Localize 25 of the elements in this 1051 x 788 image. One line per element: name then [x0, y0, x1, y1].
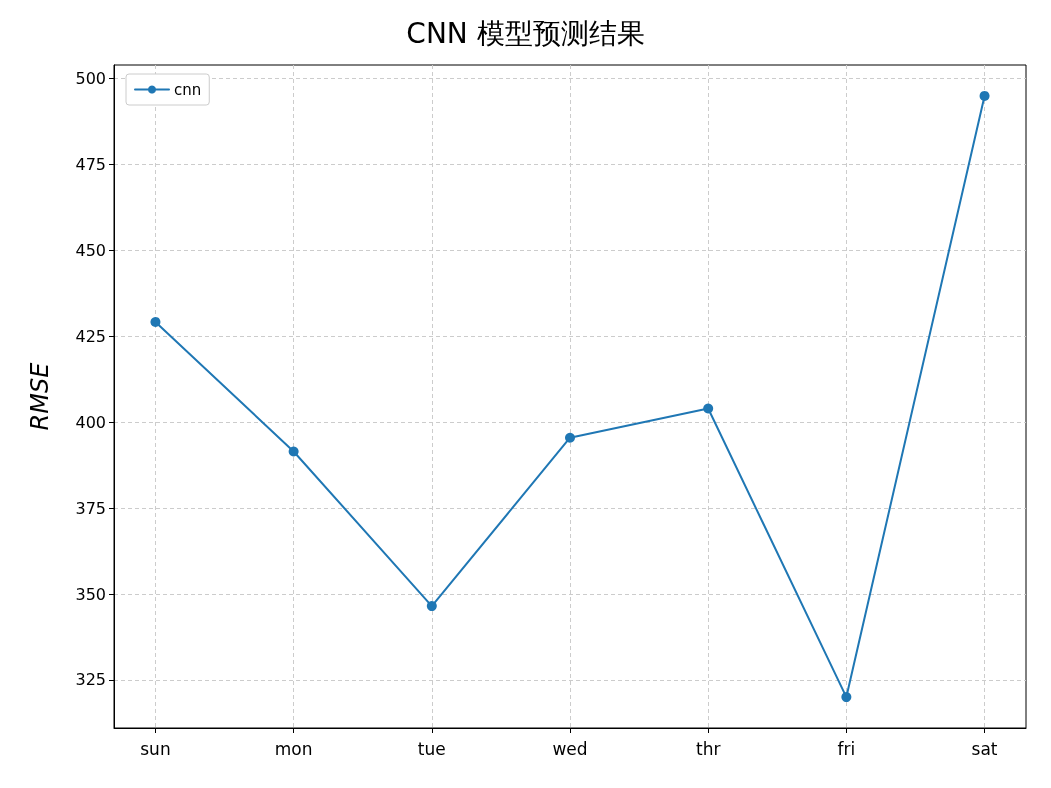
- y-tick-label: 475: [75, 155, 106, 175]
- x-tick-label: wed: [552, 738, 588, 759]
- x-tick-label: thr: [695, 738, 721, 759]
- y-tick-label: 400: [75, 412, 106, 432]
- y-tick-label: 425: [75, 326, 106, 346]
- y-axis-title: RMSE: [26, 361, 54, 431]
- point: [426, 601, 437, 612]
- y-tick-label: 350: [75, 584, 106, 604]
- point: [150, 316, 161, 327]
- legend-label: cnn: [174, 80, 202, 99]
- x-tick-label: fri: [837, 738, 856, 759]
- x-tick-label: tue: [417, 738, 446, 759]
- x-tick-label: sat: [971, 738, 998, 759]
- y-tick-label: 375: [75, 498, 106, 518]
- x-tick-label: sun: [140, 738, 171, 759]
- x-tick-label: mon: [274, 738, 313, 759]
- y-tick-label: 450: [75, 241, 106, 260]
- point: [841, 692, 852, 703]
- point: [565, 432, 575, 443]
- chart-title: CNN 模型预测结果: [406, 16, 645, 50]
- point: [288, 446, 299, 457]
- y-tick-label: 500: [75, 69, 106, 89]
- point: [979, 90, 990, 101]
- y-tick-label: 325: [75, 670, 106, 690]
- point: [703, 403, 714, 414]
